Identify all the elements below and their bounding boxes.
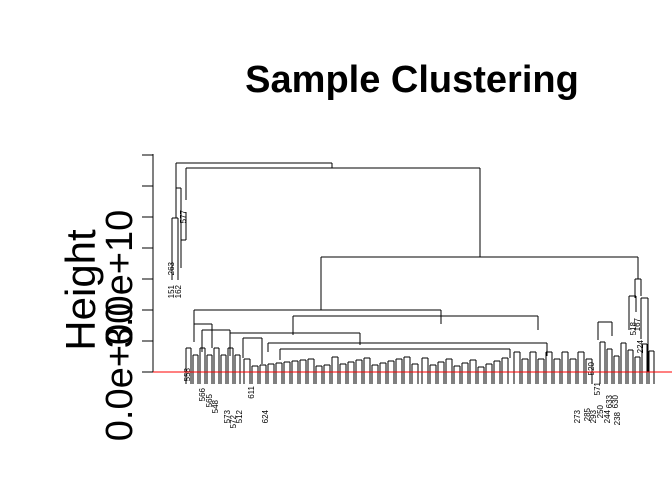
y-ticks: 0.0e+003.0e+10	[99, 154, 153, 441]
leaf-label: 244	[603, 409, 612, 423]
leaf-label: 162	[174, 284, 183, 298]
leaf-label: 558	[183, 367, 192, 381]
leaf-label: 518	[629, 321, 638, 335]
leaf-label: 151	[167, 284, 176, 298]
y-tick-label: 0.0e+00	[99, 303, 141, 441]
y-tick-label: 3.0e+10	[99, 210, 141, 348]
leaf-label: 577	[179, 209, 188, 223]
leaf-label: 548	[211, 399, 220, 413]
leaf-label: 566	[198, 387, 207, 401]
leaf-label: 630	[611, 394, 620, 408]
leaf-label: 250	[596, 404, 605, 418]
leaf-label: 573	[223, 409, 232, 423]
leaf-label: 512	[235, 409, 244, 423]
leaf-label: 293	[589, 409, 598, 423]
dendrogram-branches	[171, 162, 655, 384]
leaf-label: 285	[583, 407, 592, 421]
leaf-label: 571	[593, 381, 602, 395]
leaf-label: 167	[633, 317, 642, 331]
leaf-label: 633	[605, 394, 614, 408]
leaf-label: 238	[613, 411, 622, 425]
leaf-label: 611	[247, 385, 256, 398]
leaf-label: 572	[229, 414, 238, 428]
leaf-label: 624	[261, 409, 270, 423]
leaf-label: 263	[167, 261, 176, 275]
y-axis-label: Height	[57, 229, 104, 351]
leaf-label: 565	[205, 393, 214, 407]
chart-title: Sample Clustering	[245, 59, 579, 101]
y-axis: 0.0e+003.0e+10	[99, 154, 154, 441]
leaf-label: 273	[573, 409, 582, 423]
leaf-label: 224	[636, 339, 645, 353]
leaf-label: 520	[587, 361, 596, 375]
